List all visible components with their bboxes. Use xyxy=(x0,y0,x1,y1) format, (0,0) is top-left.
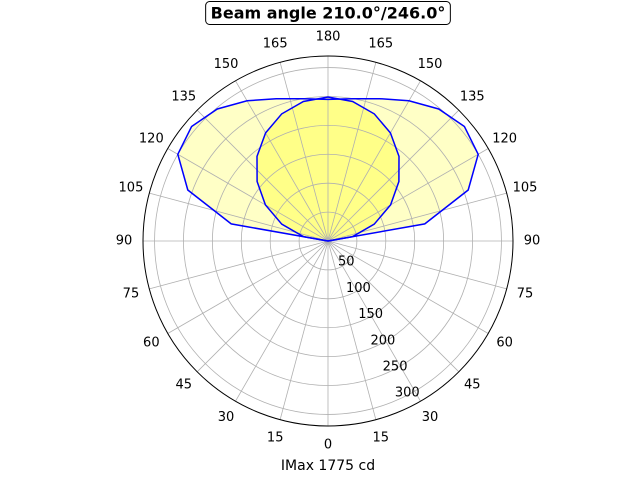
grid-spoke xyxy=(327,240,377,420)
r-tick-label: 100 xyxy=(346,281,371,296)
grid-spoke xyxy=(196,109,329,242)
outer-frame xyxy=(142,55,514,427)
grid-spoke xyxy=(167,240,329,334)
grid-spoke xyxy=(327,240,460,373)
grid-spoke xyxy=(327,240,489,334)
theta-tick-label: 45 xyxy=(464,378,481,393)
theta-tick-label: 60 xyxy=(143,336,160,351)
grid-spoke xyxy=(149,240,329,290)
curve xyxy=(177,97,479,242)
r-tick-label: 300 xyxy=(395,386,420,401)
theta-tick-label: 120 xyxy=(139,132,164,147)
theta-tick-label: 0 xyxy=(324,438,332,453)
grid-spoke xyxy=(327,109,460,242)
theta-tick-label: 180 xyxy=(316,30,341,45)
curve xyxy=(256,96,400,242)
theta-tick-label: 120 xyxy=(492,132,517,147)
theta-tick-label: 165 xyxy=(263,36,288,51)
grid-spoke xyxy=(327,148,489,242)
r-tick-label: 150 xyxy=(358,307,383,322)
theta-tick-label: 15 xyxy=(267,431,284,446)
theta-tick-label: 135 xyxy=(460,89,485,104)
theta-tick-label: 15 xyxy=(373,431,390,446)
grid-spoke xyxy=(279,240,329,420)
chart-title: Beam angle 210.0°/246.0° xyxy=(211,4,446,23)
theta-tick-label: 105 xyxy=(513,181,538,196)
theta-tick-label: 150 xyxy=(418,57,443,72)
theta-tick-label: 105 xyxy=(119,181,144,196)
theta-tick-label: 60 xyxy=(496,336,513,351)
r-tick-label: 200 xyxy=(370,333,395,348)
theta-tick-label: 75 xyxy=(123,286,140,301)
r-tick-label: 50 xyxy=(338,255,355,270)
grid-spoke xyxy=(235,80,329,242)
theta-tick-label: 150 xyxy=(214,57,239,72)
grid-spoke xyxy=(327,80,421,242)
grid-spoke xyxy=(167,148,329,242)
theta-tick-label: 30 xyxy=(422,410,439,425)
theta-tick-label: 75 xyxy=(517,286,534,301)
theta-tick-label: 165 xyxy=(368,36,393,51)
theta-tick-label: 30 xyxy=(218,410,235,425)
x-axis-label: IMax 1775 cd xyxy=(281,458,375,474)
theta-tick-label: 45 xyxy=(175,378,192,393)
grid-spoke xyxy=(279,62,329,242)
theta-tick-label: 90 xyxy=(524,234,541,249)
title-box xyxy=(205,1,451,25)
grid-spoke xyxy=(196,240,329,373)
theta-tick-label: 135 xyxy=(171,89,196,104)
grid-spoke xyxy=(327,240,421,402)
grid-spoke xyxy=(327,62,377,242)
r-tick-label: 250 xyxy=(383,359,408,374)
grid-spoke xyxy=(235,240,329,402)
grid-spoke xyxy=(327,240,507,290)
theta-tick-label: 90 xyxy=(116,234,133,249)
